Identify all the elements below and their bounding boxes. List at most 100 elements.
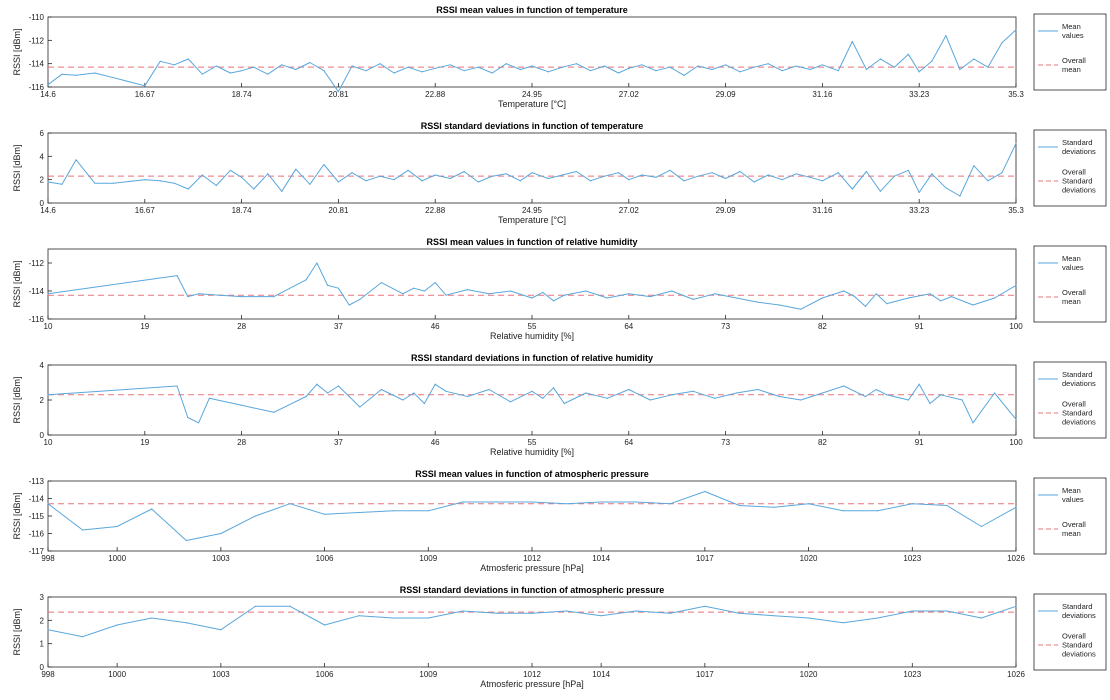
data-point bbox=[918, 383, 920, 385]
data-point bbox=[669, 169, 671, 171]
x-tick-label: 33.23 bbox=[909, 206, 930, 215]
data-point bbox=[628, 179, 630, 181]
data-point bbox=[295, 168, 297, 170]
data-point bbox=[531, 501, 533, 503]
data-point bbox=[617, 172, 620, 174]
data-point bbox=[946, 504, 948, 507]
data-point bbox=[655, 176, 657, 178]
data-point bbox=[671, 290, 673, 292]
data-point bbox=[940, 300, 942, 302]
data-point bbox=[116, 624, 118, 626]
data-point bbox=[547, 71, 549, 73]
data-point bbox=[81, 636, 84, 638]
data-point bbox=[589, 180, 592, 182]
data-point bbox=[886, 394, 888, 396]
y-axis-label: RSSI [dBm] bbox=[12, 608, 22, 655]
data-point bbox=[837, 172, 839, 174]
legend-overall-label: Overall Standard deviations bbox=[1062, 168, 1096, 195]
legend: Mean values Overall mean bbox=[1033, 477, 1107, 555]
data-point bbox=[628, 293, 630, 295]
x-tick-label: 91 bbox=[915, 322, 924, 331]
data-point bbox=[477, 66, 479, 68]
x-tick-label: 1014 bbox=[592, 554, 610, 563]
legend-box bbox=[1033, 245, 1107, 323]
x-tick-label: 1017 bbox=[696, 554, 714, 563]
x-tick-label: 19 bbox=[140, 438, 149, 447]
data-point bbox=[159, 60, 161, 62]
x-tick-label: 1023 bbox=[903, 554, 921, 563]
chart-title: RSSI standard deviations in function of … bbox=[421, 121, 644, 131]
data-point bbox=[795, 173, 797, 175]
data-point bbox=[337, 181, 339, 183]
data-point bbox=[421, 71, 423, 73]
data-point bbox=[753, 181, 755, 183]
data-point bbox=[365, 180, 367, 182]
x-tick-label: 18.74 bbox=[232, 90, 253, 99]
x-tick-label: 14.6 bbox=[40, 90, 56, 99]
data-point bbox=[197, 422, 200, 424]
data-point bbox=[358, 511, 360, 514]
data-point bbox=[47, 503, 49, 505]
legend: Standard deviations Overall Standard deviati… bbox=[1033, 593, 1107, 671]
x-tick-label: 1012 bbox=[523, 554, 541, 563]
data-point bbox=[907, 297, 910, 299]
data-point bbox=[875, 293, 877, 295]
data-point bbox=[253, 188, 255, 190]
data-point bbox=[47, 629, 49, 631]
data-point bbox=[946, 610, 948, 612]
data-point bbox=[215, 65, 217, 67]
data-point bbox=[253, 66, 255, 68]
x-axis-label: Temperature [°C] bbox=[498, 215, 566, 225]
data-point bbox=[940, 394, 942, 396]
data-point bbox=[950, 296, 953, 298]
y-tick-label: 4 bbox=[40, 152, 45, 161]
data-point bbox=[197, 293, 200, 295]
data-point bbox=[854, 296, 856, 298]
data-point bbox=[241, 70, 243, 72]
x-tick-label: 19 bbox=[140, 322, 149, 331]
data-point bbox=[491, 72, 493, 74]
data-point bbox=[931, 173, 933, 175]
x-tick-label: 64 bbox=[624, 438, 633, 447]
data-point bbox=[683, 74, 685, 76]
data-point bbox=[305, 395, 307, 398]
legend-overall-label: Overall Standard deviations bbox=[1062, 400, 1096, 427]
data-point bbox=[911, 610, 913, 612]
data-point bbox=[462, 610, 464, 612]
x-tick-label: 20.81 bbox=[328, 206, 349, 215]
data-point bbox=[434, 282, 436, 284]
data-point bbox=[821, 180, 824, 182]
legend-overall-label: Overall mean bbox=[1062, 288, 1086, 306]
data-point bbox=[47, 84, 49, 86]
data-point bbox=[877, 510, 879, 512]
data-point bbox=[359, 406, 361, 408]
data-point bbox=[215, 184, 217, 187]
data-point bbox=[561, 66, 563, 68]
data-point bbox=[477, 181, 479, 183]
data-point bbox=[767, 63, 769, 65]
data-point bbox=[800, 308, 802, 310]
data-point bbox=[466, 395, 469, 398]
data-point bbox=[542, 291, 544, 293]
x-tick-label: 16.67 bbox=[135, 90, 156, 99]
data-point bbox=[423, 402, 426, 405]
data-point bbox=[972, 304, 974, 306]
data-point bbox=[81, 529, 84, 531]
data-point bbox=[402, 399, 404, 401]
data-point bbox=[886, 303, 888, 305]
data-point bbox=[229, 169, 231, 171]
data-point bbox=[159, 180, 161, 182]
data-point bbox=[851, 188, 853, 190]
x-tick-label: 46 bbox=[431, 438, 440, 447]
data-point bbox=[380, 282, 383, 284]
data-point bbox=[281, 190, 283, 192]
data-point bbox=[778, 395, 780, 398]
y-tick-label: 0 bbox=[40, 431, 45, 440]
data-point bbox=[980, 617, 983, 619]
x-tick-label: 64 bbox=[624, 322, 633, 331]
series-line bbox=[47, 262, 1017, 310]
y-tick-label: 2 bbox=[40, 616, 45, 625]
data-point bbox=[254, 515, 257, 517]
data-point bbox=[305, 279, 307, 281]
legend-series-label: Standard deviations bbox=[1062, 138, 1096, 156]
